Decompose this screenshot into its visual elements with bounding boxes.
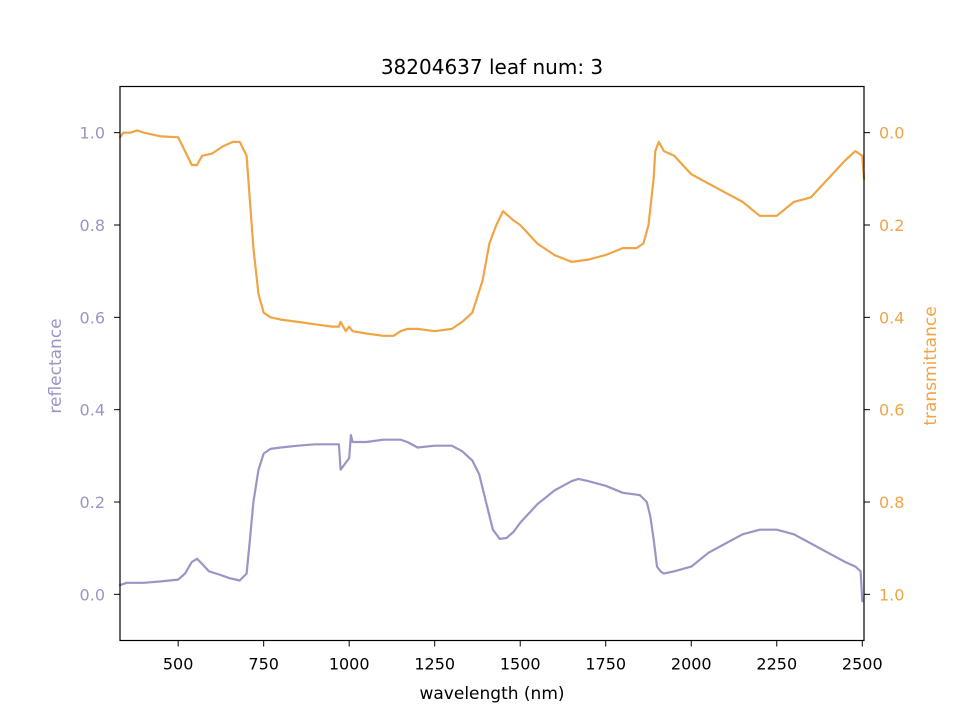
right-axis-title: transmittance <box>921 306 941 425</box>
left-y-tick-label: 0.4 <box>80 401 105 420</box>
left-y-axis: 0.0 0.2 0.4 0.6 0.8 1.0 <box>80 124 120 604</box>
right-y-tick-label: 1.0 <box>879 585 904 604</box>
x-axis: 500 750 1000 1250 1500 1750 2000 2250 2500 <box>163 640 883 674</box>
x-tick-label: 2500 <box>842 655 883 674</box>
left-y-tick-label: 1.0 <box>80 124 105 143</box>
chart-title: 38204637 leaf num: 3 <box>381 55 603 79</box>
left-y-tick-label: 0.6 <box>80 308 105 327</box>
x-tick-label: 2000 <box>671 655 712 674</box>
left-y-tick-label: 0.0 <box>80 585 105 604</box>
reflectance-line <box>118 434 864 603</box>
left-y-tick-label: 0.2 <box>80 493 105 512</box>
x-tick-label: 1500 <box>500 655 541 674</box>
series-layer <box>118 129 866 603</box>
right-y-tick-label: 0.2 <box>879 216 904 235</box>
x-tick-label: 500 <box>163 655 194 674</box>
x-axis-title: wavelength (nm) <box>419 684 564 704</box>
right-y-tick-label: 0.4 <box>879 308 904 327</box>
transmittance-line <box>118 129 866 337</box>
plot-frame <box>119 85 865 642</box>
right-y-tick-label: 0.6 <box>879 401 904 420</box>
x-tick-label: 1000 <box>329 655 370 674</box>
right-y-tick-label: 0.0 <box>879 124 904 143</box>
right-y-tick-label: 0.8 <box>879 493 904 512</box>
left-y-tick-label: 0.8 <box>80 216 105 235</box>
right-y-axis: 0.0 0.2 0.4 0.6 0.8 1.0 <box>864 124 904 604</box>
x-tick-label: 1250 <box>414 655 455 674</box>
x-tick-label: 2250 <box>756 655 797 674</box>
left-axis-title: reflectance <box>46 318 66 413</box>
x-tick-label: 1750 <box>585 655 626 674</box>
x-tick-label: 750 <box>248 655 279 674</box>
